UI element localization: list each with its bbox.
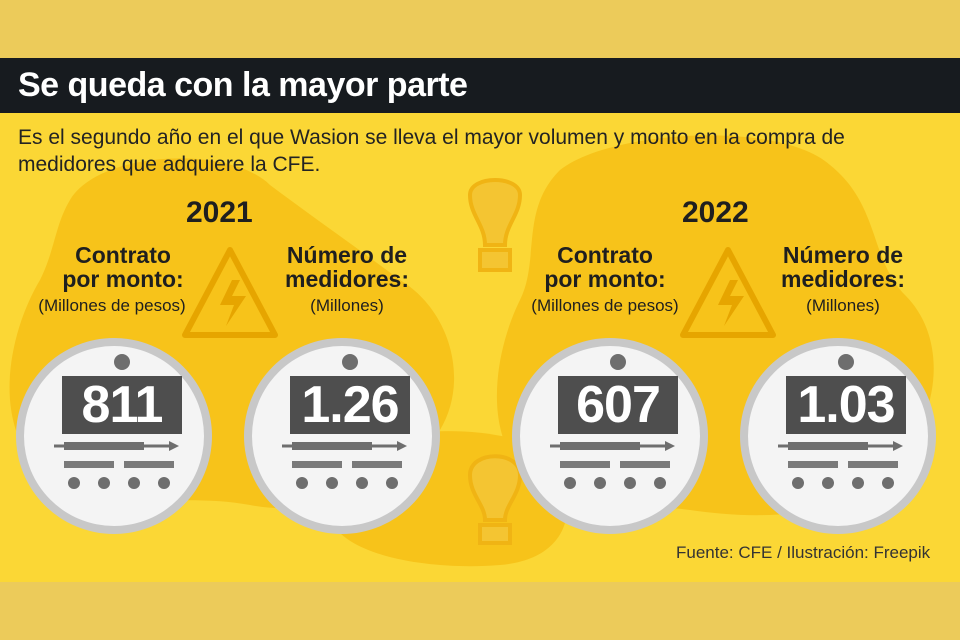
contract-unit-2021: (Millones de pesos)	[38, 296, 186, 315]
meters-label-2021: Número de medidores:	[285, 242, 409, 292]
warning-icon	[182, 247, 278, 338]
lightbulb-icon	[467, 178, 523, 272]
meter-meters-2022: 1.03	[740, 338, 936, 534]
meters-value-2021: 1.26	[290, 376, 410, 434]
lightbulb-icon	[467, 454, 523, 545]
header-bar	[0, 58, 960, 113]
subtitle: Es el segundo año en el que Wasion se ll…	[18, 126, 845, 176]
meters-value-2022: 1.03	[786, 376, 906, 434]
source-credit: Fuente: CFE / Ilustración: Freepik	[676, 543, 931, 562]
contract-label-2022: Contrato por monto:	[544, 242, 666, 292]
meter-contract-2022: 607	[512, 338, 708, 534]
bottom-band	[0, 582, 960, 640]
meters-unit-2021: (Millones)	[310, 296, 384, 315]
meters-unit-2022: (Millones)	[806, 296, 880, 315]
year-2021-label: 2021	[186, 196, 253, 229]
contract-value-2021: 811	[62, 376, 182, 434]
contract-label-2021: Contrato por monto:	[62, 242, 184, 292]
meter-dial-details	[282, 441, 407, 489]
meter-contract-2021: 811	[16, 338, 212, 534]
page-title: Se queda con la mayor parte	[18, 66, 468, 104]
meter-meters-2021: 1.26	[244, 338, 440, 534]
warning-icon	[680, 247, 776, 338]
contract-unit-2022: (Millones de pesos)	[531, 296, 679, 315]
contract-value-2022: 607	[558, 376, 678, 434]
meter-dial-details	[550, 441, 675, 489]
meter-dial-details	[54, 441, 179, 489]
year-2022-label: 2022	[682, 196, 749, 229]
meter-dial-details	[778, 441, 903, 489]
meters-label-2022: Número de medidores:	[781, 242, 905, 292]
top-band	[0, 0, 960, 58]
